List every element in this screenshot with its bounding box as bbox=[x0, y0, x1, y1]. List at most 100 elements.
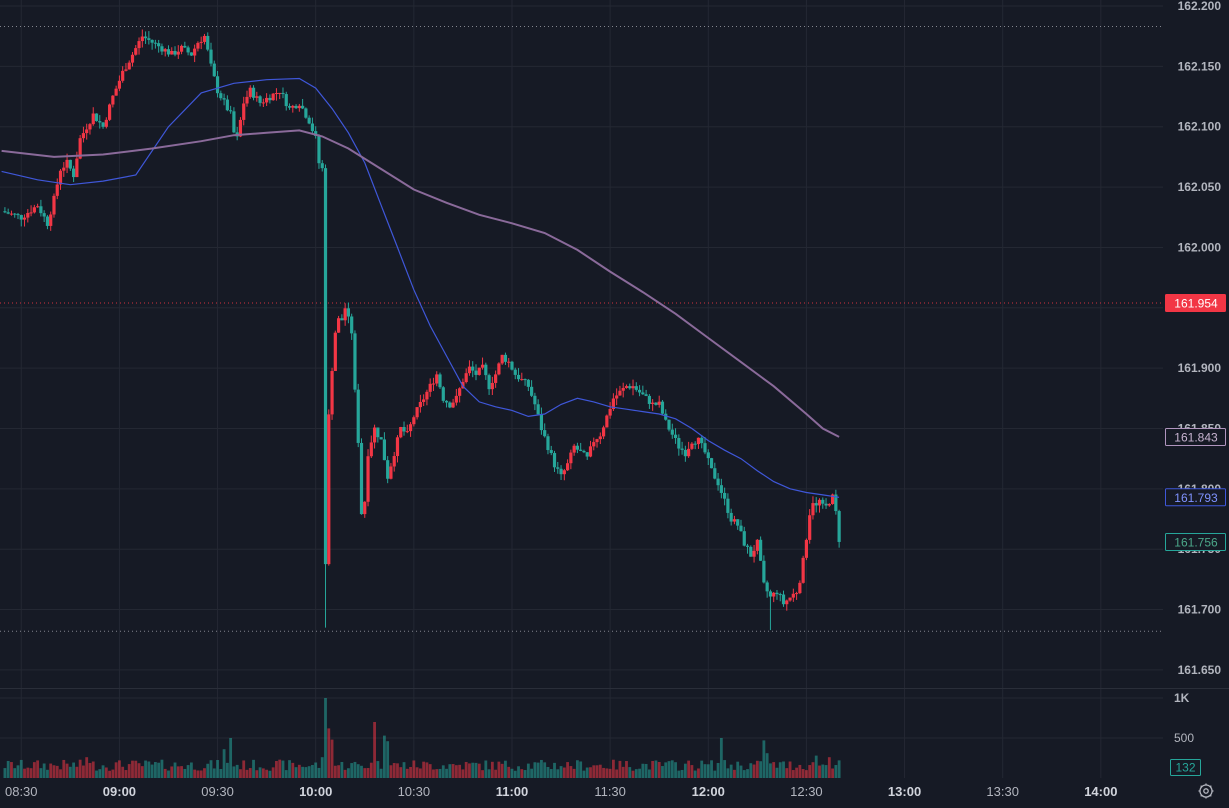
candle-body bbox=[379, 437, 383, 440]
volume-bar bbox=[782, 761, 785, 778]
candle-body bbox=[193, 48, 197, 56]
candle-body bbox=[78, 138, 82, 159]
volume-bar bbox=[831, 768, 834, 778]
volume-bar bbox=[422, 761, 426, 778]
volume-bar bbox=[733, 769, 736, 778]
volume-bar bbox=[324, 698, 327, 778]
candle-body bbox=[451, 402, 455, 408]
candle-body bbox=[814, 503, 818, 506]
volume-bar bbox=[504, 760, 507, 778]
candle-body bbox=[268, 97, 272, 101]
candle-body bbox=[183, 45, 187, 48]
volume-bar bbox=[402, 762, 406, 778]
volume-bar bbox=[641, 763, 645, 778]
volume-bar bbox=[778, 762, 782, 778]
volume-bar bbox=[824, 765, 828, 778]
candle-body bbox=[565, 463, 570, 471]
candle-body bbox=[9, 213, 14, 215]
candle-body bbox=[503, 354, 508, 362]
candle-body bbox=[143, 36, 148, 39]
candle-body bbox=[238, 119, 243, 137]
volume-bar bbox=[520, 769, 524, 778]
volume-bar bbox=[327, 728, 331, 778]
price-axis-tick: 161.700 bbox=[1178, 603, 1222, 617]
candle-body bbox=[687, 448, 691, 457]
price-label: 161.843 bbox=[1165, 427, 1226, 446]
volume-bar bbox=[618, 760, 622, 778]
candle-body bbox=[140, 36, 144, 42]
volume-bar bbox=[595, 765, 599, 778]
volume-bar bbox=[216, 759, 219, 778]
candle-body bbox=[55, 184, 59, 196]
volume-bar bbox=[219, 769, 223, 778]
volume-bar bbox=[91, 761, 95, 778]
candle-body bbox=[634, 386, 638, 390]
volume-bar bbox=[82, 765, 85, 778]
candle-body bbox=[153, 42, 157, 44]
gear-icon[interactable] bbox=[1197, 782, 1215, 800]
volume-bar bbox=[706, 764, 710, 778]
candle-body bbox=[798, 582, 802, 594]
candle-body bbox=[507, 361, 511, 363]
volume-bar bbox=[510, 768, 514, 778]
volume-bar bbox=[52, 765, 56, 778]
volume-bar bbox=[448, 764, 452, 778]
candle-body bbox=[291, 105, 295, 108]
volume-bar bbox=[638, 768, 641, 778]
candle-body bbox=[464, 373, 468, 383]
volume-bar bbox=[55, 765, 59, 778]
candle-body bbox=[166, 49, 171, 55]
volume-bar bbox=[121, 766, 125, 778]
volume-bar bbox=[127, 764, 131, 778]
candle-body bbox=[340, 318, 344, 321]
candle-body bbox=[196, 42, 200, 49]
candle-body bbox=[333, 332, 337, 372]
volume-bar bbox=[366, 768, 370, 778]
candle-body bbox=[441, 387, 445, 401]
candle-body bbox=[88, 124, 92, 130]
candle-body bbox=[310, 123, 315, 132]
time-axis-label: 08:30 bbox=[5, 784, 38, 799]
candle-body bbox=[242, 103, 246, 120]
volume-bar bbox=[464, 761, 468, 778]
volume-bar bbox=[36, 760, 40, 778]
volume-bar bbox=[39, 768, 43, 778]
volume-bar bbox=[369, 762, 373, 778]
candle-body bbox=[510, 361, 514, 370]
candle-body bbox=[6, 212, 10, 214]
volume-bar bbox=[445, 768, 448, 778]
candle-body bbox=[775, 592, 779, 595]
volume-label-box bbox=[1170, 758, 1201, 776]
volume-bar bbox=[95, 770, 98, 778]
candle-body bbox=[72, 168, 76, 178]
volume-bar bbox=[481, 770, 484, 778]
candle-body bbox=[29, 212, 33, 214]
candle-body bbox=[114, 88, 118, 96]
candle-body bbox=[353, 333, 357, 390]
candle-body bbox=[346, 308, 351, 317]
volume-bar bbox=[186, 765, 190, 778]
candle-body bbox=[22, 217, 27, 220]
candle-body bbox=[788, 597, 792, 601]
volume-bar bbox=[814, 755, 818, 778]
candle-body bbox=[781, 594, 786, 605]
volume-bar bbox=[556, 769, 560, 778]
volume-bar bbox=[536, 762, 540, 778]
price-label-box bbox=[1165, 488, 1226, 507]
candle-body bbox=[742, 531, 746, 546]
volume-bar bbox=[239, 769, 242, 778]
volume-bar bbox=[46, 769, 49, 778]
candle-body bbox=[801, 557, 805, 583]
volume-bar bbox=[543, 762, 547, 778]
candle-body bbox=[225, 99, 229, 111]
candle-body bbox=[209, 49, 213, 64]
candle-body bbox=[454, 395, 458, 403]
volume-bar bbox=[644, 763, 648, 778]
candle-body bbox=[265, 97, 269, 103]
volume-bar bbox=[801, 769, 805, 778]
volume-bar bbox=[196, 770, 200, 778]
volume-bar bbox=[291, 762, 295, 778]
candle-body bbox=[624, 386, 629, 388]
